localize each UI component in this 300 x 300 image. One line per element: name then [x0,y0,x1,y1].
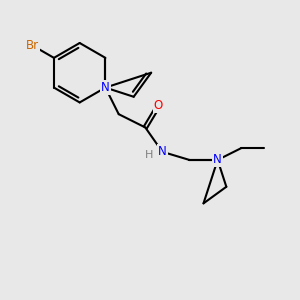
Text: N: N [158,145,167,158]
Text: N: N [101,81,110,94]
Text: O: O [154,99,163,112]
Text: H: H [145,150,153,160]
Text: Br: Br [26,39,39,52]
Text: N: N [213,153,222,167]
